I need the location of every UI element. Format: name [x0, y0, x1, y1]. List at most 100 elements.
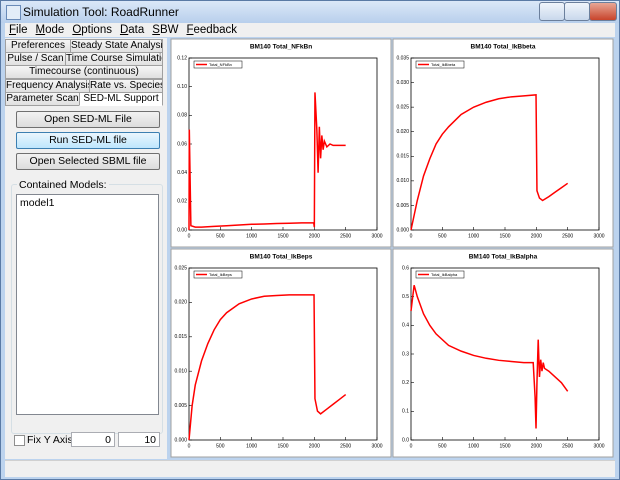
y-tick-label: 0.1 [402, 409, 409, 415]
chart-title: BM140 Total_NFkBn [250, 44, 312, 51]
y-tick-label: 0.12 [177, 55, 187, 61]
y-tick-label: 0.04 [177, 170, 187, 176]
checkbox[interactable] [14, 435, 25, 446]
chart-title: BM140 Total_IkBeps [250, 254, 313, 261]
input-max[interactable]: 10 [118, 432, 160, 447]
x-tick-label: 2000 [309, 443, 320, 449]
chart-title: BM140 Total_IkBbeta [471, 44, 536, 51]
legend-box [415, 60, 465, 69]
legend-label: Total_IkBalpha [431, 272, 458, 277]
x-tick-label: 1500 [277, 443, 288, 449]
button[interactable]: Open Selected SBML file [16, 153, 160, 170]
app-icon [6, 5, 21, 20]
charts-area: BM140 Total_NFkBn0.000.020.040.060.080.1… [170, 38, 614, 458]
x-tick-label: 1000 [246, 443, 257, 449]
legend-label: Total_IkBbeta [431, 62, 456, 67]
list-item[interactable]: model1 [20, 197, 55, 209]
x-tick-label: 3000 [593, 443, 604, 449]
y-tick-label: 0.5 [402, 294, 409, 300]
y-tick-label: 0.015 [174, 334, 187, 340]
tab[interactable]: Preferences [5, 39, 71, 53]
button[interactable]: Open SED-ML File [16, 111, 160, 128]
x-tick-label: 500 [216, 233, 225, 239]
x-tick-label: 3000 [371, 443, 382, 449]
window-title: Simulation Tool: RoadRunner [23, 5, 179, 19]
chart-box [392, 38, 614, 248]
model-list[interactable]: model1 [16, 194, 159, 415]
minimize-button[interactable] [539, 2, 565, 21]
x-tick-label: 2000 [531, 233, 542, 239]
legend-label: Total_IkBeps [209, 272, 232, 277]
y-tick-label: 0.025 [396, 104, 409, 110]
y-tick-label: 0.4 [402, 323, 409, 329]
chart-title: BM140 Total_IkBalpha [469, 254, 538, 261]
y-tick-label: 0.00 [177, 227, 187, 233]
x-tick-label: 0 [410, 233, 413, 239]
legend-box [193, 270, 243, 279]
tab[interactable]: Time Course Simulation [65, 52, 163, 66]
x-tick-label: 0 [188, 443, 191, 449]
x-tick-label: 3000 [371, 233, 382, 239]
left-panel: Preferences Steady State Analysis Pulse … [5, 38, 167, 459]
input-min[interactable]: 0 [71, 432, 115, 447]
x-tick-label: 2500 [340, 233, 351, 239]
menu-item[interactable]: Mode [35, 24, 65, 36]
tab[interactable]: Parameter Scan [5, 92, 80, 106]
chart-box [392, 248, 614, 458]
menu-item[interactable]: SBW [152, 24, 179, 36]
y-tick-label: 0.010 [396, 178, 409, 184]
x-tick-label: 2500 [562, 233, 573, 239]
x-tick-label: 2500 [340, 443, 351, 449]
menu-bar: File Mode Options Data SBW Feedback [5, 23, 615, 37]
group-label: Contained Models: [17, 179, 109, 191]
y-tick-label: 0.10 [177, 84, 187, 90]
y-tick-label: 0.3 [402, 351, 409, 357]
x-tick-label: 500 [438, 233, 447, 239]
y-tick-label: 0.2 [402, 380, 409, 386]
tab[interactable]: Rate vs. Species [89, 79, 163, 93]
x-tick-label: 0 [188, 233, 191, 239]
y-tick-label: 0.015 [396, 154, 409, 160]
legend-box [193, 60, 243, 69]
x-tick-label: 1000 [468, 443, 479, 449]
x-tick-label: 2000 [531, 443, 542, 449]
y-tick-label: 0.000 [396, 227, 409, 233]
tab-active[interactable]: SED-ML Support [79, 92, 163, 106]
x-tick-label: 1000 [246, 233, 257, 239]
maximize-button[interactable] [564, 2, 590, 21]
x-tick-label: 1500 [499, 443, 510, 449]
title-bar: Simulation Tool: RoadRunner [1, 1, 619, 23]
menu-item[interactable]: Data [119, 24, 145, 36]
menu-item[interactable]: Options [72, 24, 112, 36]
series-line [410, 285, 569, 429]
y-tick-label: 0.6 [402, 265, 409, 271]
y-tick-label: 0.005 [174, 403, 187, 409]
legend-label: Total_NFkBn [209, 62, 232, 67]
x-tick-label: 3000 [593, 233, 604, 239]
close-button[interactable] [589, 2, 617, 21]
chart-box [170, 248, 392, 458]
series-line [410, 94, 569, 231]
x-tick-label: 1500 [499, 233, 510, 239]
y-tick-label: 0.0 [402, 437, 409, 443]
checkbox-label[interactable]: Fix Y Axis [27, 434, 73, 446]
menu-item[interactable]: File [9, 24, 28, 36]
y-tick-label: 0.000 [174, 437, 187, 443]
y-tick-label: 0.005 [396, 203, 409, 209]
tab[interactable]: Timecourse (continuous) [5, 65, 163, 79]
y-tick-label: 0.030 [396, 80, 409, 86]
menu-item[interactable]: Feedback [186, 24, 237, 36]
tab[interactable]: Frequency Analysis [5, 79, 90, 93]
tab[interactable]: Steady State Analysis [70, 39, 163, 53]
x-tick-label: 500 [438, 443, 447, 449]
tab[interactable]: Pulse / Scan [5, 52, 66, 66]
x-tick-label: 1000 [468, 233, 479, 239]
y-tick-label: 0.02 [177, 199, 187, 205]
x-tick-label: 2500 [562, 443, 573, 449]
legend-box [415, 270, 465, 279]
button[interactable]: Run SED-ML file [16, 132, 160, 149]
y-tick-label: 0.035 [396, 55, 409, 61]
x-tick-label: 0 [410, 443, 413, 449]
